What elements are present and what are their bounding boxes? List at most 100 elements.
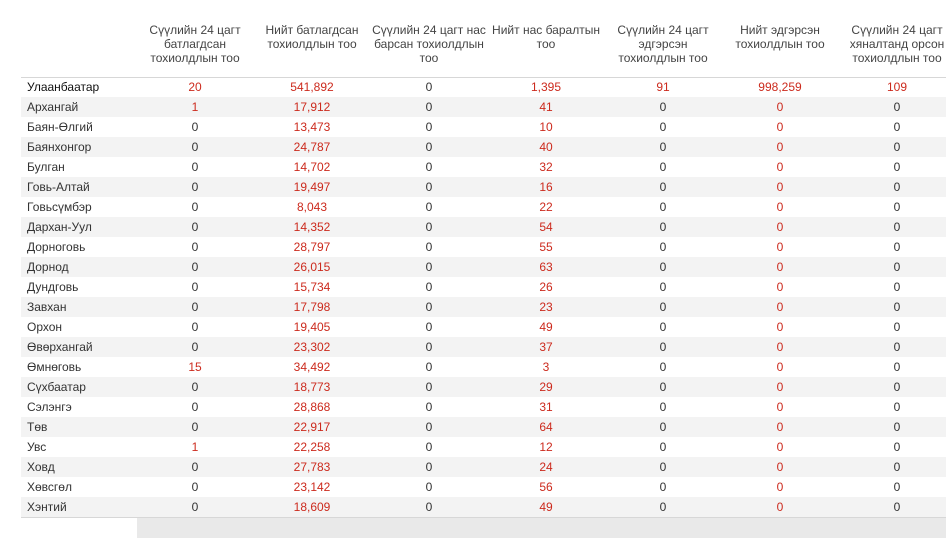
cell-c2: 18,773: [293, 380, 331, 394]
cell-c3: 0: [425, 240, 433, 254]
table-row[interactable]: Ховд 0 27,783 0 24 0 0 0: [21, 457, 946, 477]
table-row[interactable]: Говьсүмбэр 0 8,043 0 22 0 0 0: [21, 197, 946, 217]
cell-c3: 0: [425, 160, 433, 174]
cell-c4: 24: [539, 460, 553, 474]
cell-c2: 19,405: [293, 320, 331, 334]
header-total-confirmed[interactable]: Нийт батлагдсан тохиолдлын тоо: [265, 23, 359, 51]
table-row[interactable]: Сэлэнгэ 0 28,868 0 31 0 0 0: [21, 397, 946, 417]
cell-c5: 0: [659, 160, 667, 174]
horizontal-scrollbar[interactable]: [137, 518, 946, 538]
cell-c5: 0: [659, 420, 667, 434]
table-row[interactable]: Орхон 0 19,405 0 49 0 0 0: [21, 317, 946, 337]
cell-c4: 1,395: [530, 80, 562, 94]
cell-c3: 0: [425, 460, 433, 474]
cell-c2: 27,783: [293, 460, 331, 474]
table-row[interactable]: Баян-Өлгий 0 13,473 0 10 0 0 0: [21, 117, 946, 137]
cell-c7: 0: [893, 360, 901, 374]
table-row[interactable]: Төв 0 22,917 0 64 0 0 0: [21, 417, 946, 437]
cell-c5: 0: [659, 400, 667, 414]
cell-c4: 3: [542, 360, 550, 374]
cell-c4: 12: [539, 440, 553, 454]
cell-c3: 0: [425, 360, 433, 374]
table-row[interactable]: Өмнөговь 15 34,492 0 3 0 0 0: [21, 357, 946, 377]
region-name: Сэлэнгэ: [27, 400, 72, 414]
cell-c1: 0: [191, 480, 199, 494]
cell-c7: 0: [893, 260, 901, 274]
cell-c5: 0: [659, 360, 667, 374]
cell-c1: 0: [191, 240, 199, 254]
cell-c2: 541,892: [290, 80, 334, 94]
cell-c6: 0: [776, 360, 784, 374]
cell-c6: 0: [776, 440, 784, 454]
region-name: Баян-Өлгий: [27, 120, 93, 134]
table-bottom-border: [21, 517, 946, 518]
table-row[interactable]: Дундговь 0 15,734 0 26 0 0 0: [21, 277, 946, 297]
cell-c3: 0: [425, 260, 433, 274]
cell-c1: 0: [191, 460, 199, 474]
cell-c7: 0: [893, 340, 901, 354]
region-name: Дорнод: [27, 260, 69, 274]
region-name: Говь-Алтай: [27, 180, 90, 194]
cell-c2: 14,352: [293, 220, 331, 234]
cell-c5: 0: [659, 100, 667, 114]
header-total-deaths[interactable]: Нийт нас баралтын тоо: [492, 23, 600, 51]
header-deaths-24h[interactable]: Сүүлийн 24 цагт нас барсан тохиолдлын то…: [372, 23, 486, 65]
header-monitored-24h[interactable]: Сүүлийн 24 цагт хяналтанд орсон тохиолдл…: [849, 23, 945, 65]
cell-c1: 0: [191, 120, 199, 134]
header-new-confirmed-24h[interactable]: Сүүлийн 24 цагт батлагдсан тохиолдлын то…: [149, 23, 241, 65]
cell-c2: 28,868: [293, 400, 331, 414]
table-row[interactable]: Архангай 1 17,912 0 41 0 0 0: [21, 97, 946, 117]
cell-c5: 0: [659, 140, 667, 154]
table-body: Улаанбаатар 20 541,892 0 1,395 91 998,259 109 Ар…: [21, 77, 946, 517]
cell-c1: 0: [191, 140, 199, 154]
cell-c7: 0: [893, 120, 901, 134]
cell-c1: 0: [191, 260, 199, 274]
table-row[interactable]: Завхан 0 17,798 0 23 0 0 0: [21, 297, 946, 317]
table-row[interactable]: Дархан-Уул 0 14,352 0 54 0 0 0: [21, 217, 946, 237]
header-recovered-24h[interactable]: Сүүлийн 24 цагт эдгэрсэн тохиолдлын тоо: [617, 23, 709, 65]
table-row[interactable]: Хэнтий 0 18,609 0 49 0 0 0: [21, 497, 946, 517]
cell-c2: 28,797: [293, 240, 331, 254]
cell-c1: 1: [191, 100, 199, 114]
cell-c6: 0: [776, 160, 784, 174]
table-row[interactable]: Улаанбаатар 20 541,892 0 1,395 91 998,259 109: [21, 77, 946, 97]
cell-c7: 0: [893, 380, 901, 394]
table-row[interactable]: Дорноговь 0 28,797 0 55 0 0 0: [21, 237, 946, 257]
region-name: Дундговь: [27, 280, 79, 294]
header-total-recovered[interactable]: Нийт эдгэрсэн тохиолдлын тоо: [735, 23, 825, 51]
table-row[interactable]: Дорнод 0 26,015 0 63 0 0 0: [21, 257, 946, 277]
region-name: Ховд: [27, 460, 55, 474]
table-row[interactable]: Өвөрхангай 0 23,302 0 37 0 0 0: [21, 337, 946, 357]
cell-c2: 24,787: [293, 140, 331, 154]
table-row[interactable]: Говь-Алтай 0 19,497 0 16 0 0 0: [21, 177, 946, 197]
region-name: Өвөрхангай: [27, 340, 93, 354]
table-row[interactable]: Увс 1 22,258 0 12 0 0 0: [21, 437, 946, 457]
cell-c5: 0: [659, 220, 667, 234]
cell-c7: 0: [893, 140, 901, 154]
cell-c6: 0: [776, 200, 784, 214]
cell-c7: 0: [893, 240, 901, 254]
cell-c4: 26: [539, 280, 553, 294]
cell-c5: 0: [659, 440, 667, 454]
cell-c5: 0: [659, 120, 667, 134]
table-row[interactable]: Хөвсгөл 0 23,142 0 56 0 0 0: [21, 477, 946, 497]
cell-c2: 17,912: [293, 100, 331, 114]
table-row[interactable]: Булган 0 14,702 0 32 0 0 0: [21, 157, 946, 177]
region-name: Завхан: [27, 300, 67, 314]
region-name: Дорноговь: [27, 240, 86, 254]
cell-c2: 8,043: [296, 200, 328, 214]
cell-c6: 0: [776, 420, 784, 434]
region-name: Орхон: [27, 320, 63, 334]
table-row[interactable]: Сүхбаатар 0 18,773 0 29 0 0 0: [21, 377, 946, 397]
cell-c1: 20: [188, 80, 202, 94]
cell-c7: 0: [893, 160, 901, 174]
cell-c4: 16: [539, 180, 553, 194]
region-name: Төв: [27, 420, 48, 434]
covid-region-table: Сүүлийн 24 цагт батлагдсан тохиолдлын то…: [21, 0, 946, 538]
cell-c3: 0: [425, 380, 433, 394]
cell-c4: 23: [539, 300, 553, 314]
cell-c6: 0: [776, 140, 784, 154]
cell-c4: 54: [539, 220, 553, 234]
cell-c3: 0: [425, 340, 433, 354]
table-row[interactable]: Баянхонгор 0 24,787 0 40 0 0 0: [21, 137, 946, 157]
